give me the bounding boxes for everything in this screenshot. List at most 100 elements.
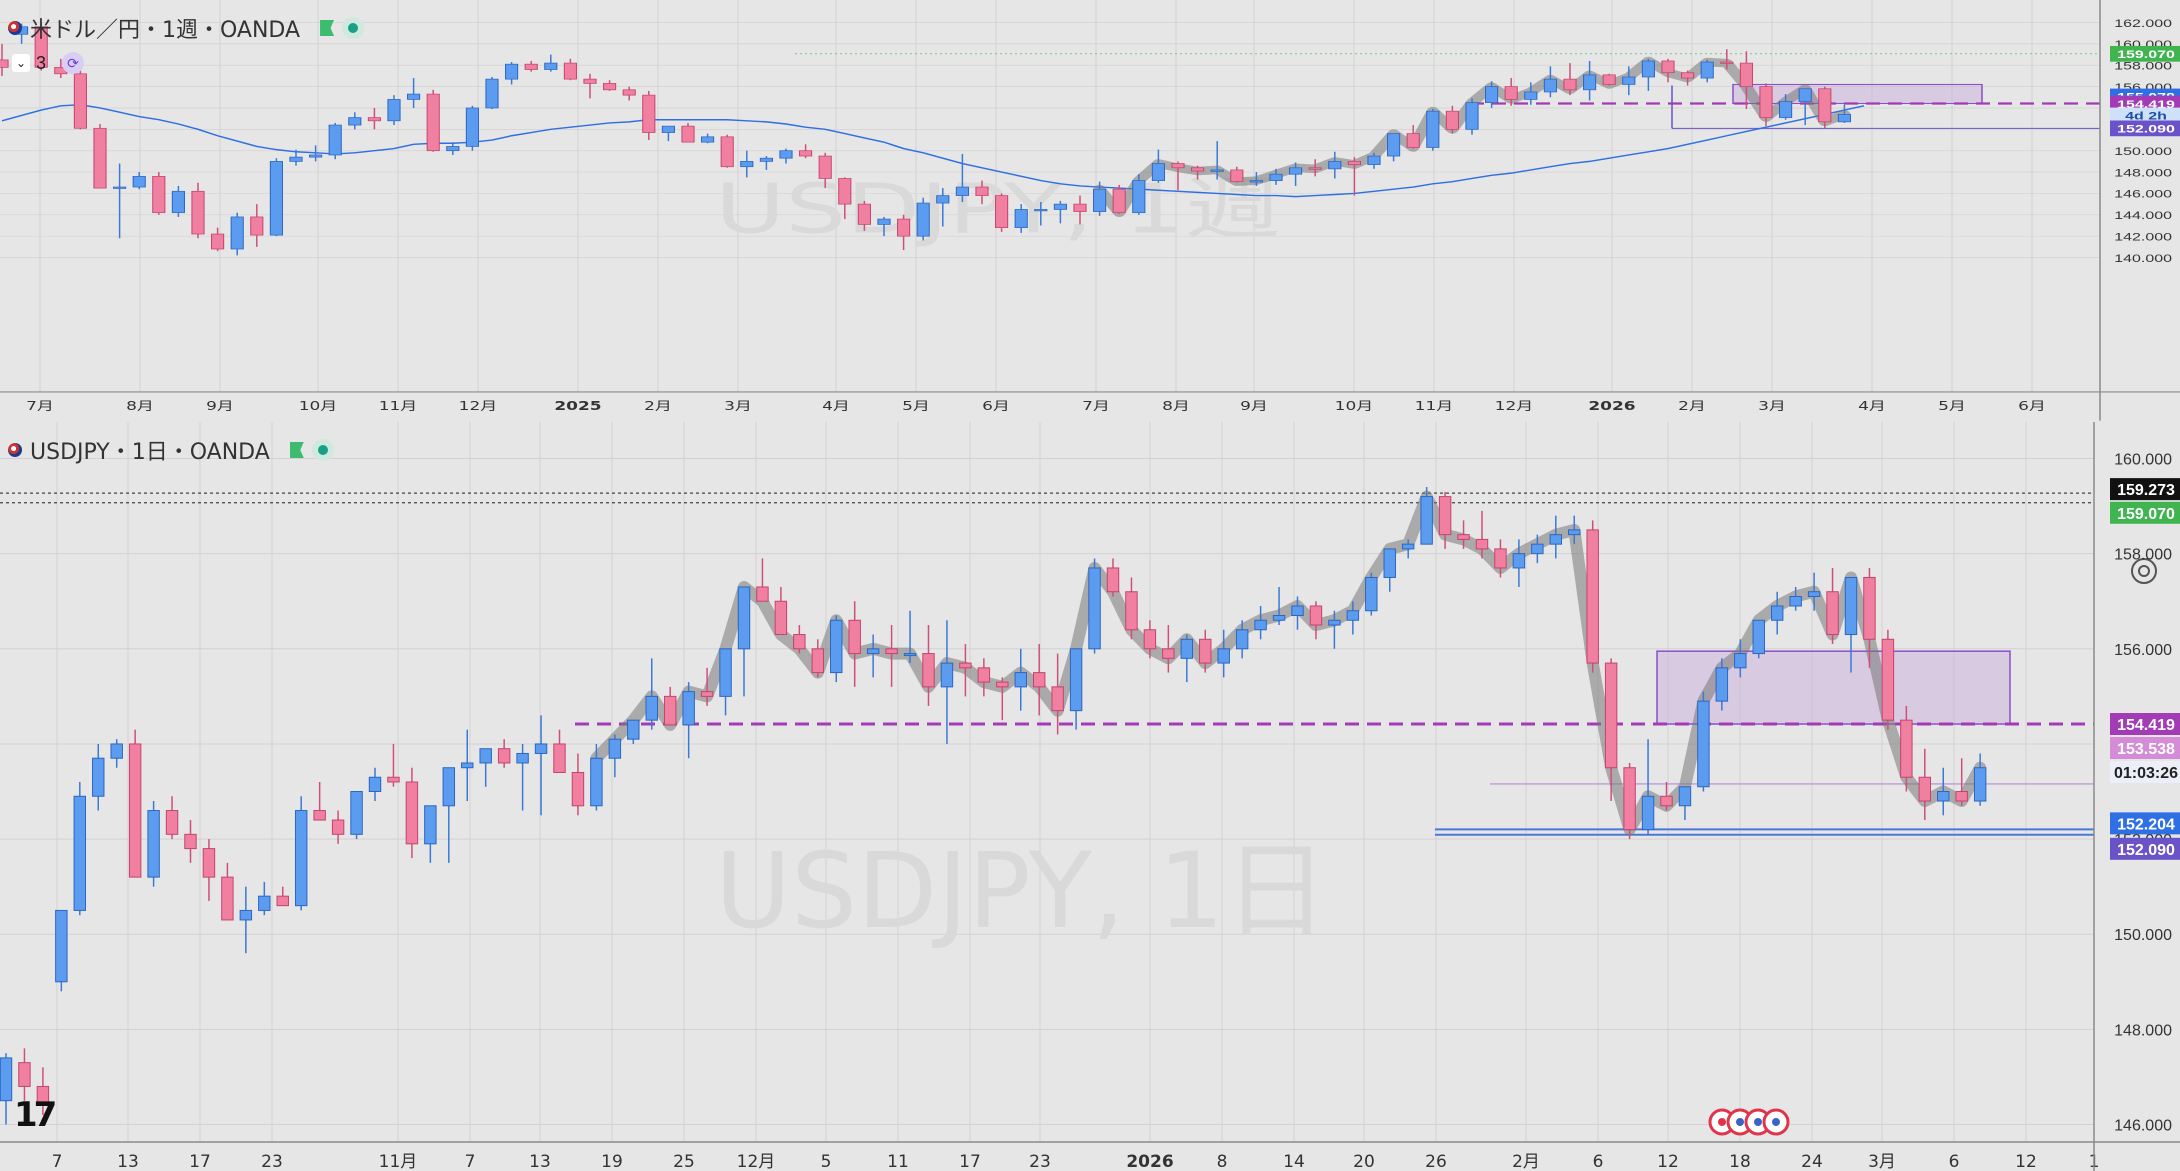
x-tick-label: 8月: [126, 399, 154, 413]
weekly-legend-title[interactable]: 米ドル／円・1週・OANDA: [30, 18, 301, 43]
indicator-toggle[interactable]: ⌄ 3 ⟳: [12, 52, 85, 74]
candle-body: [1088, 567, 1101, 650]
candle-body: [1053, 203, 1067, 210]
x-tick-label: 2月: [1512, 1152, 1540, 1171]
candle-body: [1678, 786, 1692, 807]
candle-body: [1171, 163, 1185, 169]
candle-body: [720, 136, 734, 168]
candle-body: [350, 791, 363, 835]
bookmark-flag-icon[interactable]: [289, 442, 304, 458]
x-tick-label: 11月: [1415, 399, 1454, 413]
candle-body: [1151, 163, 1165, 181]
x-tick-label: 10月: [299, 399, 338, 413]
candle-body: [681, 125, 695, 143]
candle-body: [368, 776, 382, 793]
x-tick-label: 5月: [902, 399, 930, 413]
moving-average-line: [1, 104, 1865, 198]
chevron-down-icon[interactable]: ⌄: [12, 54, 30, 72]
countdown-badge-bg: [2110, 107, 2180, 124]
x-tick-label: 9月: [206, 399, 234, 413]
candle-body: [1014, 209, 1028, 228]
tradingview-logo[interactable]: 17: [14, 1095, 57, 1135]
event-marker-dot: [1718, 1118, 1726, 1126]
candle-body: [534, 743, 548, 754]
candle-body: [55, 909, 68, 983]
us-flag-icon: [8, 443, 22, 457]
daily-legend-title[interactable]: USDJPY・1日・OANDA: [30, 440, 270, 465]
daily-chart-pane[interactable]: 160.000158.000156.000154.000152.000150.0…: [0, 422, 2180, 1171]
candle-body: [1235, 629, 1249, 650]
candle-body: [34, 26, 48, 68]
candle-body: [191, 190, 205, 235]
candle-body: [446, 146, 460, 152]
hline-badge-bg: [2110, 45, 2180, 62]
candle-body: [1230, 169, 1244, 183]
candle-body: [485, 78, 499, 109]
candle-body: [1051, 686, 1064, 712]
x-tick-label: 3月: [724, 399, 752, 413]
bookmark-flag-icon[interactable]: [320, 20, 335, 36]
sync-icon[interactable]: ⟳: [62, 52, 85, 74]
candle-body: [250, 216, 264, 236]
candle-body: [1531, 543, 1544, 555]
high-badge-bg: [2110, 478, 2180, 501]
countdown-badge: 01:03:26: [2114, 765, 2178, 782]
y-tick-label: 160.000: [2114, 452, 2172, 469]
candle-body: [1309, 605, 1323, 626]
y-tick-label: 150.000: [2114, 927, 2172, 944]
candle-body: [1641, 795, 1655, 831]
market-status-icon[interactable]: [342, 17, 365, 39]
candle-body: [93, 127, 107, 189]
y-tick-label: 158.000: [2114, 59, 2172, 72]
candle-body: [959, 662, 972, 669]
level-badge: 154.419: [2117, 97, 2175, 110]
x-tick-label: 7: [465, 1152, 476, 1171]
candle-body: [424, 805, 437, 845]
candle-body: [996, 681, 1009, 688]
candle-body: [977, 667, 991, 683]
market-status-icon[interactable]: [311, 439, 334, 461]
chart-watermark: USDJPY, 1日: [715, 830, 1328, 952]
weekly-chart-svg[interactable]: 162.000160.000158.000156.000154.000152.0…: [0, 0, 2180, 422]
candle-body: [756, 586, 769, 602]
candle-body: [36, 1085, 50, 1106]
candle-body: [276, 895, 289, 907]
candle-body: [830, 619, 843, 674]
y-tick-label: 146.000: [2114, 1117, 2172, 1134]
y-tick-label: 144.000: [2114, 208, 2172, 221]
candle-body: [916, 202, 930, 237]
x-tick-label: 8月: [1162, 399, 1190, 413]
candle-body: [645, 695, 658, 721]
settings-gear-icon[interactable]: [2131, 558, 2157, 584]
y-tick-label: 140.000: [2114, 251, 2172, 264]
weekly-chart-pane[interactable]: 162.000160.000158.000156.000154.000152.0…: [0, 0, 2180, 584]
candle-body: [661, 125, 675, 133]
candle-body: [1602, 74, 1616, 85]
candle-body: [1770, 605, 1784, 621]
price-badge-bg: [2110, 737, 2180, 760]
y-tick-label: 142.000: [2114, 230, 2172, 243]
candle-body: [1918, 776, 1932, 802]
candle-body: [258, 895, 271, 911]
candle-body: [211, 233, 225, 250]
candle-body: [857, 203, 871, 225]
x-tick-label: 24: [1801, 1152, 1823, 1171]
x-tick-label: 2月: [644, 399, 672, 413]
x-tick-label: 19: [601, 1152, 623, 1171]
y-tick-label: 148.000: [2114, 1022, 2172, 1039]
candle-body: [294, 810, 308, 907]
candle-body: [1900, 719, 1913, 778]
daily-chart-svg[interactable]: 160.000158.000156.000154.000152.000150.0…: [0, 422, 2180, 1171]
candle-body: [1549, 534, 1563, 545]
candle-body: [1069, 648, 1083, 712]
candle-body: [1199, 638, 1212, 664]
candle-body: [1328, 619, 1341, 626]
low-badge-bg: [2110, 812, 2180, 835]
x-tick-label: 6月: [2018, 399, 2046, 413]
candle-body: [230, 216, 244, 250]
candle-body: [128, 743, 142, 878]
candle-body: [622, 89, 636, 96]
candle-body: [1955, 791, 1968, 802]
candle-body: [1106, 567, 1120, 593]
trend-highlight-path: [590, 490, 1987, 836]
